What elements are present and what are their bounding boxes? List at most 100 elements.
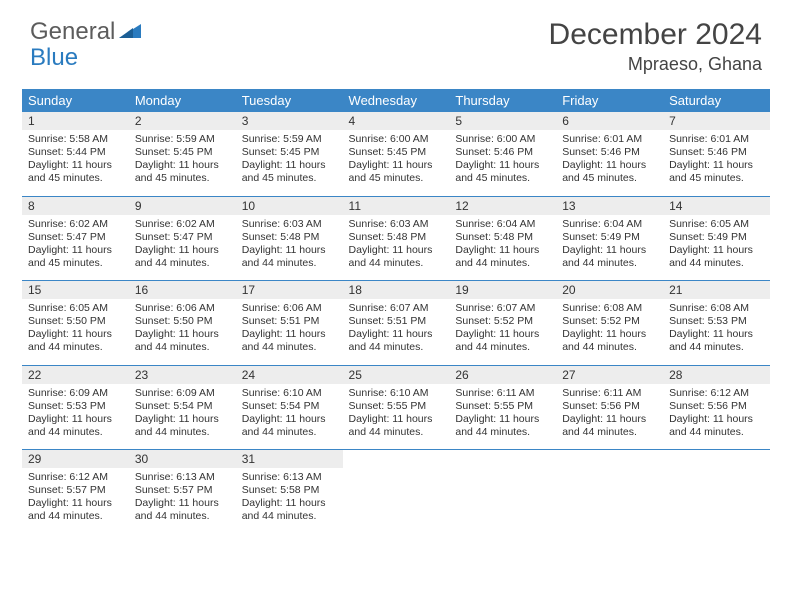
daylight-line: Daylight: 11 hours and 44 minutes. (242, 413, 337, 439)
day-number-cell: 10 (236, 196, 343, 215)
day-details-cell: Sunrise: 6:04 AMSunset: 5:48 PMDaylight:… (449, 215, 556, 281)
location-label: Mpraeso, Ghana (549, 54, 762, 75)
day-details-cell: Sunrise: 6:07 AMSunset: 5:51 PMDaylight:… (343, 299, 450, 365)
day-number-cell: 25 (343, 365, 450, 384)
day-details-cell: Sunrise: 6:06 AMSunset: 5:50 PMDaylight:… (129, 299, 236, 365)
sunrise-line: Sunrise: 6:11 AM (562, 387, 657, 400)
sunset-line: Sunset: 5:56 PM (562, 400, 657, 413)
sunset-line: Sunset: 5:52 PM (562, 315, 657, 328)
week-number-row: 15161718192021 (22, 281, 770, 300)
day-header: Friday (556, 89, 663, 112)
sunrise-line: Sunrise: 6:05 AM (28, 302, 123, 315)
day-details-cell: Sunrise: 6:03 AMSunset: 5:48 PMDaylight:… (236, 215, 343, 281)
day-number-cell: 6 (556, 112, 663, 130)
daylight-line: Daylight: 11 hours and 44 minutes. (28, 413, 123, 439)
day-details-cell: Sunrise: 6:00 AMSunset: 5:46 PMDaylight:… (449, 130, 556, 196)
day-header: Monday (129, 89, 236, 112)
day-details-cell: Sunrise: 6:01 AMSunset: 5:46 PMDaylight:… (663, 130, 770, 196)
day-details-cell: Sunrise: 6:10 AMSunset: 5:55 PMDaylight:… (343, 384, 450, 450)
daylight-line: Daylight: 11 hours and 44 minutes. (349, 413, 444, 439)
daylight-line: Daylight: 11 hours and 44 minutes. (242, 328, 337, 354)
sunrise-line: Sunrise: 5:59 AM (242, 133, 337, 146)
sunset-line: Sunset: 5:45 PM (242, 146, 337, 159)
day-number-cell: 3 (236, 112, 343, 130)
calendar-table: SundayMondayTuesdayWednesdayThursdayFrid… (22, 89, 770, 534)
week-number-row: 891011121314 (22, 196, 770, 215)
day-header: Wednesday (343, 89, 450, 112)
day-details-cell: Sunrise: 6:12 AMSunset: 5:57 PMDaylight:… (22, 468, 129, 534)
day-details-cell: Sunrise: 6:02 AMSunset: 5:47 PMDaylight:… (22, 215, 129, 281)
week-details-row: Sunrise: 6:09 AMSunset: 5:53 PMDaylight:… (22, 384, 770, 450)
day-number-cell: 13 (556, 196, 663, 215)
sunset-line: Sunset: 5:46 PM (669, 146, 764, 159)
sunrise-line: Sunrise: 6:02 AM (28, 218, 123, 231)
day-number-cell: 14 (663, 196, 770, 215)
daylight-line: Daylight: 11 hours and 44 minutes. (349, 328, 444, 354)
week-number-row: 293031 (22, 450, 770, 469)
daylight-line: Daylight: 11 hours and 45 minutes. (562, 159, 657, 185)
logo-mark-icon (119, 20, 141, 45)
day-details-cell: Sunrise: 5:59 AMSunset: 5:45 PMDaylight:… (129, 130, 236, 196)
day-number-cell (449, 450, 556, 469)
week-details-row: Sunrise: 6:02 AMSunset: 5:47 PMDaylight:… (22, 215, 770, 281)
sunset-line: Sunset: 5:57 PM (135, 484, 230, 497)
daylight-line: Daylight: 11 hours and 44 minutes. (242, 244, 337, 270)
week-details-row: Sunrise: 6:05 AM Sunset: 5:50 PM Daylight:… (22, 299, 770, 365)
day-number-cell: 17 (236, 281, 343, 300)
week-details-row: Sunrise: 5:58 AMSunset: 5:44 PMDaylight:… (22, 130, 770, 196)
sunrise-line: Sunrise: 6:08 AM (562, 302, 657, 315)
sunset-line: Sunset: 5:53 PM (669, 315, 764, 328)
day-number-cell: 23 (129, 365, 236, 384)
day-number-cell: 11 (343, 196, 450, 215)
sunrise-line: Sunrise: 5:59 AM (135, 133, 230, 146)
sunset-line: Sunset: 5:55 PM (455, 400, 550, 413)
day-number-cell: 19 (449, 281, 556, 300)
day-number-cell: 21 (663, 281, 770, 300)
day-details-cell: Sunrise: 6:10 AMSunset: 5:54 PMDaylight:… (236, 384, 343, 450)
sunset-line: Sunset: 5:54 PM (135, 400, 230, 413)
day-details-cell: Sunrise: 6:08 AMSunset: 5:52 PMDaylight:… (556, 299, 663, 365)
day-number-cell: 7 (663, 112, 770, 130)
day-number-cell: 15 (22, 281, 129, 300)
month-title: December 2024 (549, 18, 762, 52)
sunset-line: Sunset: 5:52 PM (455, 315, 550, 328)
daylight-line: Daylight: 11 hours and 45 minutes. (669, 159, 764, 185)
sunset-line: Sunset: 5:50 PM (135, 315, 230, 328)
day-details-cell: Sunrise: 6:08 AMSunset: 5:53 PMDaylight:… (663, 299, 770, 365)
sunrise-line: Sunrise: 6:12 AM (28, 471, 123, 484)
day-number-cell: 9 (129, 196, 236, 215)
sunset-line: Sunset: 5:56 PM (669, 400, 764, 413)
day-details-cell: Sunrise: 5:59 AMSunset: 5:45 PMDaylight:… (236, 130, 343, 196)
daylight-line: Daylight: 11 hours and 44 minutes. (455, 244, 550, 270)
sunrise-line: Sunrise: 6:13 AM (242, 471, 337, 484)
sunrise-line: Sunrise: 6:01 AM (669, 133, 764, 146)
day-number-cell: 29 (22, 450, 129, 469)
week-number-row: 22232425262728 (22, 365, 770, 384)
sunrise-line: Sunrise: 6:01 AM (562, 133, 657, 146)
sunrise-line: Sunrise: 6:05 AM (669, 218, 764, 231)
sunset-line: Sunset: 5:51 PM (242, 315, 337, 328)
day-number-cell: 31 (236, 450, 343, 469)
daylight-line: Daylight: 11 hours and 44 minutes. (135, 497, 230, 523)
day-details-cell: Sunrise: 6:09 AMSunset: 5:53 PMDaylight:… (22, 384, 129, 450)
daylight-line: Daylight: 11 hours and 44 minutes. (349, 244, 444, 270)
day-details-cell: Sunrise: 6:13 AMSunset: 5:58 PMDaylight:… (236, 468, 343, 534)
day-details-cell: Sunrise: 6:06 AMSunset: 5:51 PMDaylight:… (236, 299, 343, 365)
sunrise-line: Sunrise: 6:07 AM (455, 302, 550, 315)
week-number-row: 1234567 (22, 112, 770, 130)
day-number-cell: 12 (449, 196, 556, 215)
day-details-cell: Sunrise: 6:02 AMSunset: 5:47 PMDaylight:… (129, 215, 236, 281)
daylight-line: Daylight: 11 hours and 44 minutes. (562, 328, 657, 354)
sunrise-line: Sunrise: 6:00 AM (349, 133, 444, 146)
day-number-cell: 5 (449, 112, 556, 130)
daylight-line: Daylight: 11 hours and 44 minutes. (562, 413, 657, 439)
daylight-line: Daylight: 11 hours and 45 minutes. (28, 159, 123, 185)
day-number-cell: 20 (556, 281, 663, 300)
day-details-cell (449, 468, 556, 534)
daylight-line: Daylight: 11 hours and 45 minutes. (455, 159, 550, 185)
brand-logo: General (30, 18, 143, 46)
daylight-line: Daylight: 11 hours and 44 minutes. (135, 244, 230, 270)
sunrise-line: Sunrise: 6:09 AM (28, 387, 123, 400)
sunrise-line: Sunrise: 6:08 AM (669, 302, 764, 315)
day-details-cell: Sunrise: 6:05 AMSunset: 5:49 PMDaylight:… (663, 215, 770, 281)
